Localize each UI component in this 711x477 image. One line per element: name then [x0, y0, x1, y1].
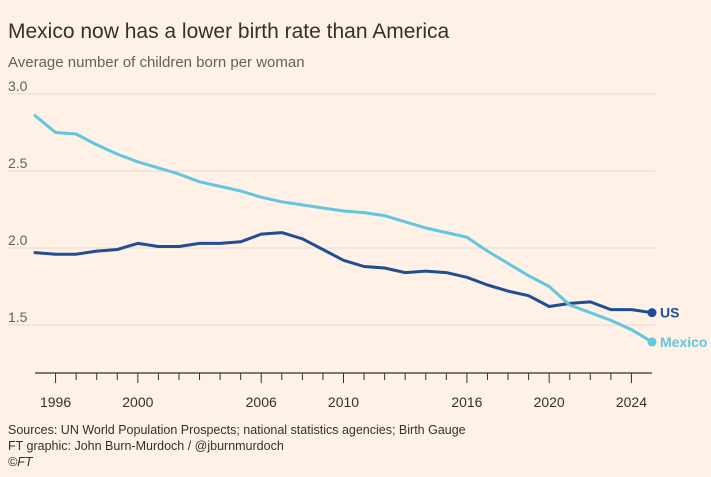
y-tick-label: 1.5: [8, 309, 28, 325]
series-line-us: [33, 231, 654, 315]
y-axis: 1.5 2.0 2.5 3.0: [8, 78, 28, 325]
y-tick-label: 2.5: [8, 155, 28, 171]
sources-note: Sources: UN World Population Prospects; …: [8, 423, 466, 437]
x-tick-label: 2020: [534, 394, 565, 410]
x-tick-label: 1996: [40, 394, 71, 410]
series-lines: [33, 114, 657, 347]
y-tick-label: 2.0: [8, 232, 28, 248]
chart-subtitle: Average number of children born per woma…: [8, 54, 305, 71]
x-axis: 1996 2000 2006 2010 2016 2020 2024: [35, 372, 652, 410]
series-end-dot-us: [647, 308, 657, 318]
copyright: ©FT: [8, 455, 33, 469]
series-label-mexico: Mexico: [660, 334, 707, 350]
x-tick-label: 2006: [246, 394, 277, 410]
y-tick-label: 3.0: [8, 78, 28, 94]
series-end-dot-mexico: [647, 337, 657, 347]
chart-footer: Sources: UN World Population Prospects; …: [8, 422, 466, 470]
x-tick-label: 2016: [451, 394, 482, 410]
x-tick-label: 2024: [616, 394, 647, 410]
series-labels: US Mexico: [660, 305, 707, 350]
x-tick-label: 2000: [122, 394, 153, 410]
x-tick-label: 2010: [328, 394, 359, 410]
series-label-us: US: [660, 305, 679, 321]
chart-title: Mexico now has a lower birth rate than A…: [8, 20, 450, 43]
gridlines: [8, 93, 655, 326]
series-line-mexico: [33, 114, 654, 344]
graphic-credit: FT graphic: John Burn-Murdoch / @jburnmu…: [8, 439, 284, 453]
